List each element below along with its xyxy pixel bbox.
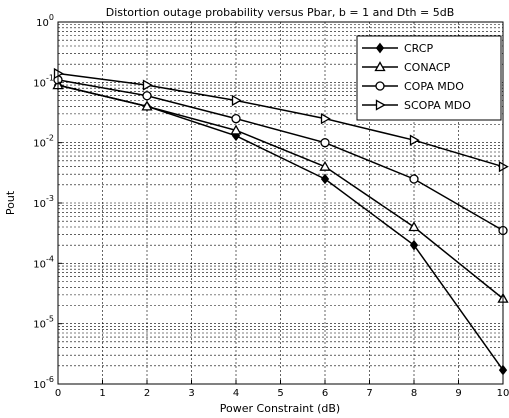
series-layer [52,67,509,376]
x-tick-label: 0 [55,388,61,399]
legend: CRCP CONACP COPA MDO SCOPA MDO [356,35,502,121]
data-point [319,160,331,171]
legend-marker [375,81,385,91]
tick-layer: 0 1 2 3 4 5 6 7 8 9 10 100 10-1 10-2 10-3 10-4 10-5 10-6 [33,13,509,399]
legend-label: SCOPA MDO [404,99,471,112]
x-tick-label: 5 [277,388,283,399]
data-point [320,113,331,125]
series-line [57,79,504,232]
chart-title: Distortion outage probability versus Pba… [106,6,455,19]
y-tick-label: 10-5 [33,315,54,331]
legend-label: CONACP [404,61,451,74]
y-tick-label: 10-4 [33,254,54,270]
y-axis-label: Pout [4,190,17,215]
legend-marker [374,61,386,72]
series-copa-mdo [53,75,508,236]
legend-marker [375,42,385,54]
data-point [408,221,420,232]
data-point [230,124,242,135]
x-tick-label: 10 [497,388,509,399]
x-tick-label: 3 [188,388,194,399]
data-point [409,174,419,184]
y-tick-label: 10-2 [33,134,54,150]
series-line [57,72,504,168]
y-tick-label: 100 [36,13,54,29]
y-tick-label: 10-6 [33,375,54,391]
x-tick-label: 6 [322,388,328,399]
x-tick-label: 7 [366,388,372,399]
series-line [57,84,504,300]
x-tick-label: 1 [99,388,105,399]
data-point [141,100,153,111]
x-axis-label: Power Constraint (dB) [220,402,340,415]
x-tick-label: 8 [411,388,417,399]
legend-label: COPA MDO [404,80,464,93]
x-tick-label: 9 [455,388,461,399]
data-point [231,114,241,124]
data-point [142,91,152,101]
y-tick-label: 10-3 [33,194,54,210]
data-point [320,173,330,185]
data-point [409,134,420,146]
data-point [231,94,242,107]
data-point [409,239,419,251]
legend-label: CRCP [404,42,433,55]
x-tick-label: 2 [144,388,150,399]
y-tick-label: 10-1 [33,73,54,89]
legend-marker [375,99,386,111]
data-point [320,138,330,148]
x-tick-label: 4 [233,388,239,399]
data-point [142,79,153,91]
